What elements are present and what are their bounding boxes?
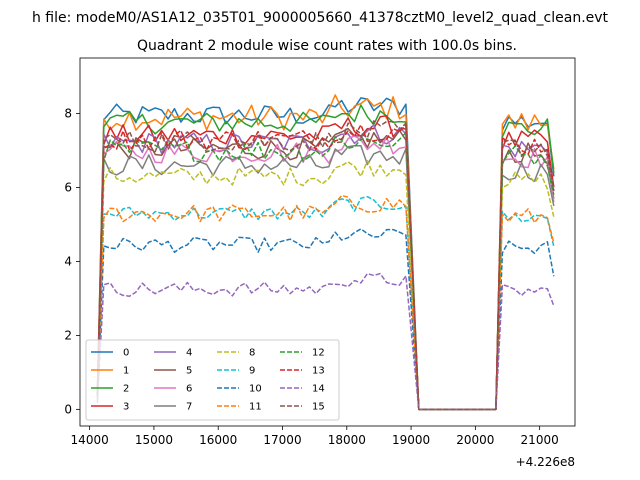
y-tick-label: 8	[64, 106, 72, 120]
legend-label: 13	[312, 366, 325, 377]
x-offset-label: +4.226e8	[516, 455, 575, 469]
x-tick-label: 15000	[135, 433, 173, 447]
legend-label: 2	[123, 384, 129, 395]
y-tick-label: 0	[64, 402, 72, 416]
legend-box	[85, 339, 340, 421]
legend-label: 4	[186, 348, 192, 359]
y-tick-label: 4	[64, 254, 72, 268]
y-tick-label: 2	[64, 328, 72, 342]
legend-label: 7	[186, 402, 192, 413]
series-layer	[96, 94, 555, 411]
series-line-9	[96, 195, 555, 411]
legend-label: 14	[312, 384, 325, 395]
legend-label: 0	[123, 348, 129, 359]
legend-label: 11	[249, 402, 262, 413]
legend-label: 5	[186, 366, 192, 377]
chart-title: Quadrant 2 module wise count rates with …	[137, 38, 517, 54]
x-tick-label: 14000	[71, 433, 109, 447]
legend-label: 9	[249, 366, 255, 377]
x-tick-label: 16000	[199, 433, 237, 447]
series-line-15	[96, 120, 555, 411]
legend-label: 10	[249, 384, 262, 395]
x-tick-label: 20000	[456, 433, 494, 447]
suptitle: h file: modeM0/AS1A12_035T01_9000005660_…	[32, 10, 609, 26]
x-axis: 14000 15000 16000 17000 18000 19000 20000 21000	[71, 426, 559, 447]
series-line-12	[96, 131, 555, 411]
plot-frame	[79, 57, 576, 427]
legend-label: 3	[123, 402, 129, 413]
legend-label: 6	[186, 384, 192, 395]
y-axis: 0 2 4 6 8	[64, 106, 80, 416]
legend-label: 12	[312, 348, 325, 359]
legend-label: 8	[249, 348, 255, 359]
x-tick-label: 17000	[263, 433, 301, 447]
y-tick-label: 6	[64, 180, 72, 194]
x-tick-label: 19000	[392, 433, 430, 447]
x-tick-label: 18000	[328, 433, 366, 447]
legend-label: 1	[123, 366, 129, 377]
x-tick-label: 21000	[521, 433, 559, 447]
legend-label: 15	[312, 402, 325, 413]
